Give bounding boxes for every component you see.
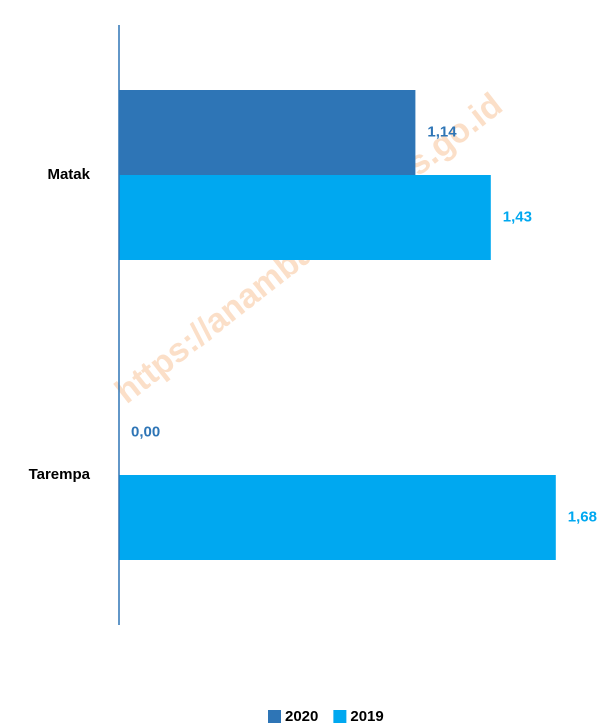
legend-label: 2020 [285, 708, 318, 725]
data-label: 0,00 [131, 423, 160, 440]
data-label: 1,43 [503, 208, 532, 225]
legend-swatch [268, 710, 281, 723]
bar [119, 475, 556, 560]
data-label: 1,68 [568, 508, 597, 525]
y-tick-label: Tarempa [29, 466, 91, 483]
bar [119, 90, 416, 175]
y-tick-label: Matak [47, 166, 90, 183]
legend-label: 2019 [350, 708, 383, 725]
bar [119, 175, 491, 260]
data-label: 1,14 [427, 123, 457, 140]
legend-swatch [333, 710, 347, 723]
